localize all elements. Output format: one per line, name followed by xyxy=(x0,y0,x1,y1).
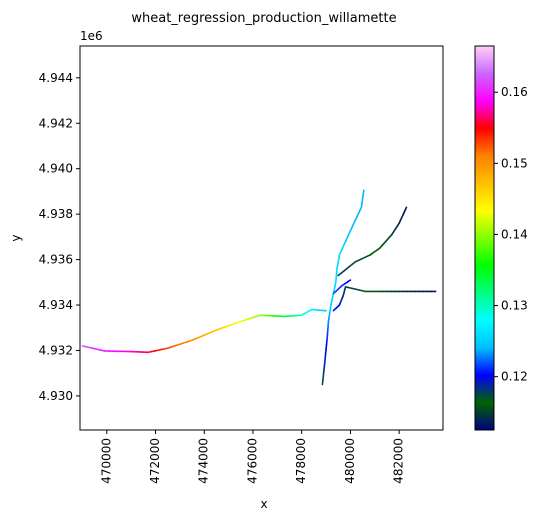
series-4 xyxy=(337,206,408,277)
y-tick-label: 4.938 xyxy=(39,207,73,221)
y-tick-label: 4.942 xyxy=(39,116,73,130)
colorbar-tick-label: 0.16 xyxy=(501,85,528,99)
y-axis: 4.930 4.932 4.934 4.936 4.938 4.940 4.942 4.944 xyxy=(39,71,80,403)
data-segment xyxy=(348,279,352,282)
x-tick-label: 474000 xyxy=(197,438,211,484)
y-tick-label: 4.940 xyxy=(39,162,73,176)
y-axis-label: y xyxy=(9,234,23,241)
colorbar-tick-label: 0.13 xyxy=(501,299,528,313)
chart-title: wheat_regression_production_willamette xyxy=(131,11,396,26)
x-tick-label: 472000 xyxy=(148,438,162,484)
colorbar-tick-label: 0.15 xyxy=(501,156,528,170)
colorbar-gradient xyxy=(475,46,494,430)
colorbar-ticks: 0.12 0.13 0.14 0.15 0.16 xyxy=(494,85,528,384)
y-tick-label: 4.932 xyxy=(39,343,73,357)
plot-frame xyxy=(79,45,444,431)
data-segment xyxy=(404,206,408,211)
series-5 xyxy=(332,279,352,295)
colorbar: 0.12 0.13 0.14 0.15 0.16 xyxy=(474,45,528,431)
plot-area xyxy=(79,45,444,431)
series-2 xyxy=(321,189,365,386)
series-1 xyxy=(81,308,327,354)
x-tick-label: 476000 xyxy=(245,438,259,484)
x-tick-label: 470000 xyxy=(99,438,113,484)
x-axis: 470000 472000 474000 476000 478000 480000 4820… xyxy=(99,430,406,484)
series-layer xyxy=(81,189,437,386)
y-tick-label: 4.930 xyxy=(39,389,73,403)
y-tick-label: 4.944 xyxy=(39,71,73,85)
colorbar-tick-label: 0.12 xyxy=(501,370,528,384)
y-tick-label: 4.936 xyxy=(39,253,73,267)
colorbar-tick-label: 0.14 xyxy=(501,227,528,241)
y-tick-label: 4.934 xyxy=(39,298,73,312)
x-tick-label: 478000 xyxy=(294,438,308,484)
y-offset-text: 1e6 xyxy=(80,29,103,43)
x-axis-label: x xyxy=(260,497,267,511)
colorbar-frame xyxy=(474,45,495,431)
plot-background xyxy=(80,46,443,430)
x-tick-label: 480000 xyxy=(343,438,357,484)
series-3 xyxy=(332,286,437,312)
x-tick-label: 482000 xyxy=(392,438,406,484)
